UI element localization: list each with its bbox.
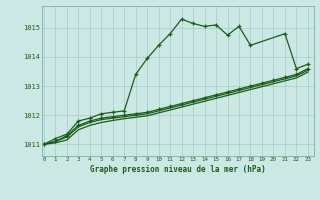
X-axis label: Graphe pression niveau de la mer (hPa): Graphe pression niveau de la mer (hPa) [90,165,266,174]
